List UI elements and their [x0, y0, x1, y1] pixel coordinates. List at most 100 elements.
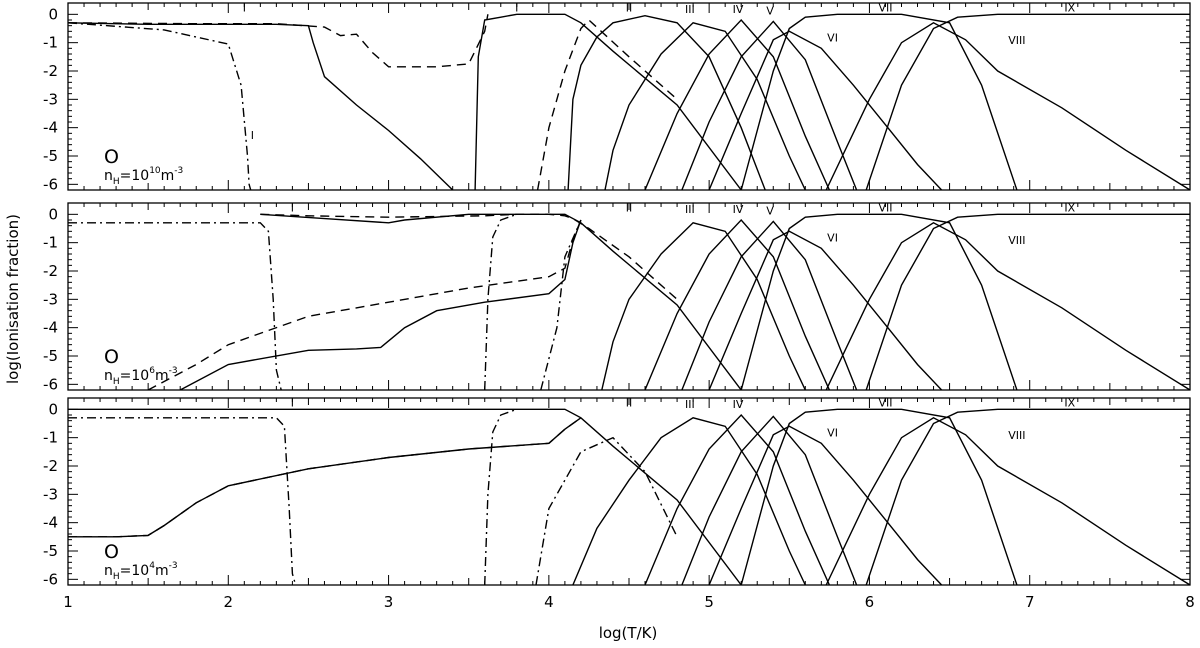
- series-line-solid: [740, 13, 1018, 190]
- series-line-dashdot: [68, 417, 297, 585]
- y-tick-label: -1: [43, 234, 58, 252]
- series-line-solid: [572, 417, 806, 585]
- density-part: =10: [120, 368, 150, 384]
- ion-label: VI: [827, 231, 838, 244]
- ion-label: V: [766, 4, 774, 17]
- density-part: m: [155, 368, 169, 384]
- series-line-dashdot: [484, 213, 518, 390]
- ion-label: III: [685, 398, 695, 411]
- density-part: n: [104, 168, 113, 184]
- ion-label: VIII: [1008, 429, 1025, 442]
- y-tick-label: -2: [43, 62, 58, 80]
- y-tick-label: -5: [43, 347, 58, 365]
- series-line-solid: [604, 22, 806, 190]
- density-part: 4: [149, 561, 155, 571]
- series-line-solid: [644, 413, 831, 585]
- y-tick-label: 0: [48, 400, 58, 418]
- y-tick-label: 0: [48, 5, 58, 23]
- y-tick-label: -2: [43, 262, 58, 280]
- series-line-solid: [260, 213, 742, 390]
- density-label: nH=104m-3: [104, 561, 178, 582]
- series-line-solid: [825, 221, 1190, 390]
- ion-label: II: [626, 202, 633, 215]
- series-line-dashdot: [484, 408, 518, 585]
- panel-3: 0-1-2-3-4-5-6I II III IVVIVIIVIIIIXOnH=104m…: [43, 397, 1195, 612]
- series-line-solid: [644, 218, 831, 390]
- x-tick-label: 4: [544, 593, 554, 611]
- series-line-solid: [708, 425, 943, 585]
- panel-frame: [67, 202, 1191, 391]
- ion-label: IV: [733, 3, 744, 16]
- ion-label: I: [251, 129, 254, 142]
- series-line-solid: [865, 213, 1190, 390]
- series-line-dashdot: [535, 436, 678, 585]
- y-tick-label: -3: [43, 485, 58, 503]
- ion-label: II: [626, 2, 633, 15]
- density-part: H: [113, 377, 120, 387]
- y-tick-label: -5: [43, 147, 58, 165]
- density-part: n: [104, 368, 113, 384]
- series-line-dashed: [68, 417, 582, 538]
- series-line-dashdot: [68, 22, 252, 190]
- series-line-solid: [708, 30, 943, 190]
- series-line-solid: [681, 220, 858, 390]
- x-tick-label: 6: [865, 593, 875, 611]
- ion-label: V: [766, 204, 774, 217]
- y-tick-label: -1: [43, 429, 58, 447]
- series-line-dashed: [260, 213, 678, 300]
- y-tick-label: -4: [43, 514, 58, 532]
- series-line-dashdot: [540, 219, 582, 390]
- y-tick-label: -4: [43, 319, 58, 337]
- y-tick-label: -3: [43, 90, 58, 108]
- density-part: =10: [120, 563, 150, 579]
- ion-label: VIII: [1008, 234, 1025, 247]
- density-label: nH=1010m-3: [104, 166, 183, 187]
- x-axis-label: log(T/K): [599, 624, 658, 642]
- y-tick-label: -2: [43, 457, 58, 475]
- density-part: -3: [169, 561, 178, 571]
- series-line-solid: [740, 213, 1018, 390]
- series-line-solid: [865, 13, 1190, 190]
- y-tick-label: -6: [43, 570, 58, 588]
- ion-label: IV: [733, 398, 744, 411]
- element-label: O: [104, 346, 119, 368]
- series-line-solid: [681, 20, 858, 190]
- y-tick-label: -6: [43, 175, 58, 193]
- series-group: [68, 213, 1190, 390]
- series-group: [68, 13, 1190, 190]
- density-part: H: [113, 572, 120, 582]
- x-tick-label: 2: [224, 593, 234, 611]
- series-line-dashdot: [68, 222, 282, 390]
- y-tick-label: -4: [43, 119, 58, 137]
- density-part: -3: [169, 366, 178, 376]
- series-line-solid: [644, 18, 831, 190]
- y-tick-label: -3: [43, 290, 58, 308]
- series-line-solid: [825, 416, 1190, 585]
- ion-label: I: [291, 397, 294, 410]
- density-part: 10: [149, 166, 161, 176]
- series-line-solid: [601, 222, 806, 390]
- ion-label: VII: [878, 2, 892, 15]
- y-axis-label: log(Ionisation fraction): [4, 214, 22, 384]
- x-tick-label: 8: [1185, 593, 1195, 611]
- ion-label: I: [291, 202, 294, 215]
- ion-label: III: [685, 203, 695, 216]
- y-tick-label: -5: [43, 542, 58, 560]
- x-tick-label: 7: [1025, 593, 1035, 611]
- ion-label: VII: [878, 397, 892, 410]
- ion-label: IX: [1064, 2, 1075, 15]
- ion-label: II: [626, 397, 633, 410]
- element-label: O: [104, 541, 119, 563]
- density-part: n: [104, 563, 113, 579]
- density-label: nH=106m-3: [104, 366, 178, 387]
- series-line-dashed: [536, 19, 678, 190]
- panel-2: 0-1-2-3-4-5-6I II III IV VVIVIIVIIIIXOnH=106…: [43, 202, 1191, 393]
- series-line-solid: [179, 219, 582, 390]
- ion-label: IX: [1064, 202, 1075, 215]
- y-tick-label: -1: [43, 34, 58, 52]
- ion-label: III: [685, 3, 695, 16]
- series-line-solid: [68, 408, 742, 585]
- ion-label: VIII: [1008, 34, 1025, 47]
